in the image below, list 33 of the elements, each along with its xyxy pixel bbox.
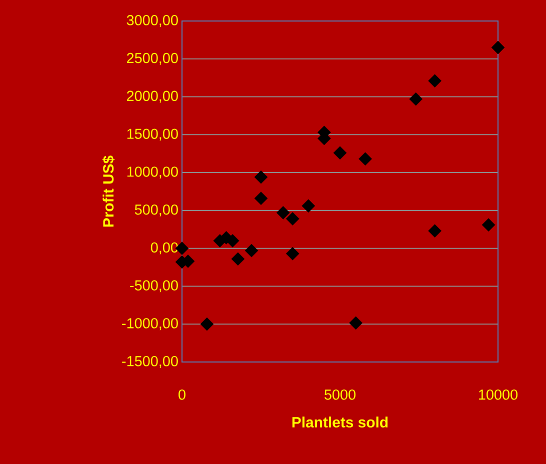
x-tick-label: 5000: [324, 390, 356, 400]
x-tick-label: 0: [178, 390, 186, 400]
y-tick-label: 1500,00: [127, 128, 178, 141]
y-tick-label: 3000,00: [126, 15, 178, 27]
point: [286, 246, 300, 260]
point: [231, 252, 245, 266]
y-tick-label: -1500,00: [122, 356, 178, 368]
point: [349, 316, 362, 330]
y-tick-label: 500,00: [134, 204, 178, 216]
point: [276, 206, 290, 220]
x-tick-label: 10000: [479, 390, 518, 400]
point: [428, 224, 442, 238]
point: [254, 192, 268, 205]
point: [302, 199, 316, 213]
y-axis-title: Profit US$: [102, 156, 115, 227]
point: [428, 74, 442, 88]
point: [254, 170, 268, 184]
point: [482, 218, 496, 232]
point: [409, 92, 423, 106]
y-tick-label: 0,00: [150, 242, 178, 254]
point: [333, 146, 347, 160]
y-tick-label: 1000,00: [127, 166, 178, 179]
point: [244, 244, 258, 258]
y-tick-label: -500,00: [130, 280, 178, 292]
point: [226, 234, 240, 248]
point: [200, 317, 214, 331]
x-axis-title: Plantlets sold: [292, 416, 388, 428]
y-tick-label: 2500,00: [126, 52, 178, 65]
y-tick-label: 2000,00: [126, 90, 178, 103]
point: [358, 152, 372, 166]
y-tick-label: -1000,00: [122, 318, 178, 330]
point: [491, 40, 505, 54]
point: [286, 212, 300, 226]
